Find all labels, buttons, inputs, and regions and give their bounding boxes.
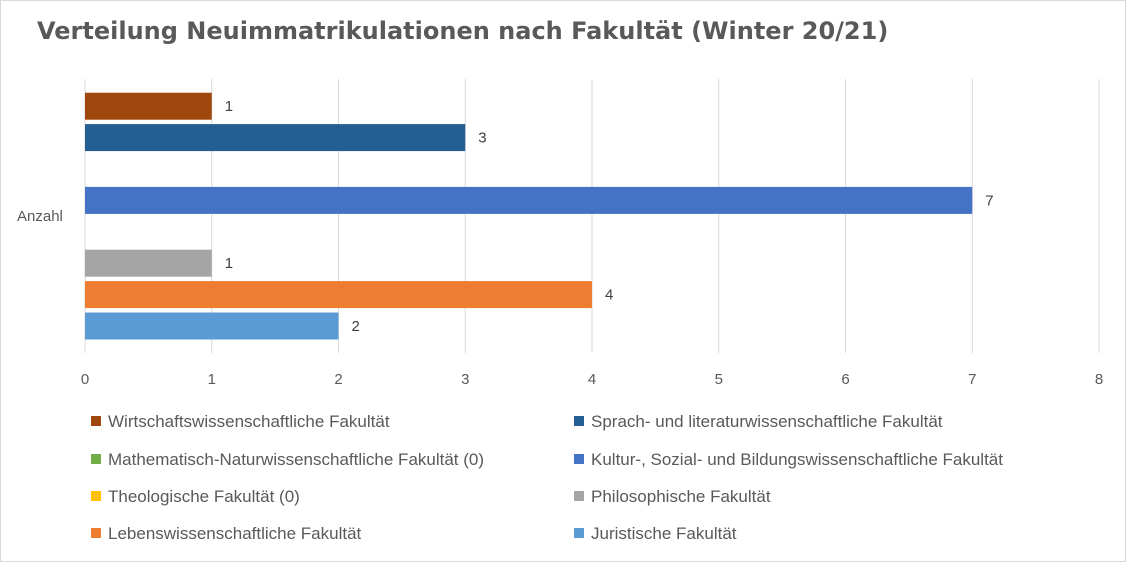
- legend: Wirtschaftswissenschaftliche Fakultät Spr…: [91, 412, 1003, 543]
- legend-label: Theologische Fakultät (0): [108, 487, 300, 506]
- legend-label: Sprach- und literaturwissenschaftliche F…: [591, 412, 943, 431]
- x-tick-label: 0: [81, 371, 89, 388]
- data-label: 2: [352, 318, 360, 335]
- x-axis-ticks: 0 1 2 3 4 5 6 7 8: [81, 371, 1103, 388]
- data-label: 4: [605, 287, 613, 304]
- data-label: 1: [225, 255, 233, 272]
- legend-label: Mathematisch-Naturwissenschaftliche Faku…: [108, 450, 484, 469]
- category-label: Anzahl: [17, 208, 63, 225]
- legend-swatch: [574, 454, 584, 464]
- legend-label: Juristische Fakultät: [591, 524, 737, 543]
- legend-swatch: [91, 454, 101, 464]
- x-tick-label: 2: [334, 371, 342, 388]
- legend-swatch: [574, 528, 584, 538]
- x-tick-label: 4: [588, 371, 596, 388]
- x-tick-label: 6: [841, 371, 849, 388]
- legend-swatch: [91, 491, 101, 501]
- bar: [85, 249, 212, 277]
- bar: [85, 124, 466, 152]
- legend-label: Lebenswissenschaftliche Fakultät: [108, 524, 362, 543]
- legend-swatch: [91, 528, 101, 538]
- gridlines: [84, 79, 1100, 353]
- bar: [85, 281, 592, 309]
- x-tick-label: 5: [715, 371, 723, 388]
- bar: [85, 186, 973, 214]
- legend-swatch: [574, 416, 584, 426]
- legend-label: Kultur-, Sozial- und Bildungswissenschaf…: [591, 450, 1003, 469]
- bar: [85, 92, 212, 120]
- x-tick-label: 8: [1095, 371, 1103, 388]
- legend-label: Wirtschaftswissenschaftliche Fakultät: [108, 412, 390, 431]
- data-labels: 2 4 1 7 3 1: [225, 98, 994, 335]
- x-tick-label: 7: [968, 371, 976, 388]
- data-label: 1: [225, 98, 233, 115]
- legend-label: Philosophische Fakultät: [591, 487, 771, 506]
- chart-title: Verteilung Neuimmatrikulationen nach Fak…: [37, 17, 888, 45]
- x-tick-label: 1: [208, 371, 216, 388]
- data-label: 7: [985, 192, 993, 209]
- bar: [85, 312, 339, 340]
- legend-swatch: [574, 491, 584, 501]
- y-axis-categories: Anzahl: [17, 208, 63, 225]
- legend-swatch: [91, 416, 101, 426]
- bars: [85, 92, 973, 340]
- data-label: 3: [478, 130, 486, 147]
- x-tick-label: 3: [461, 371, 469, 388]
